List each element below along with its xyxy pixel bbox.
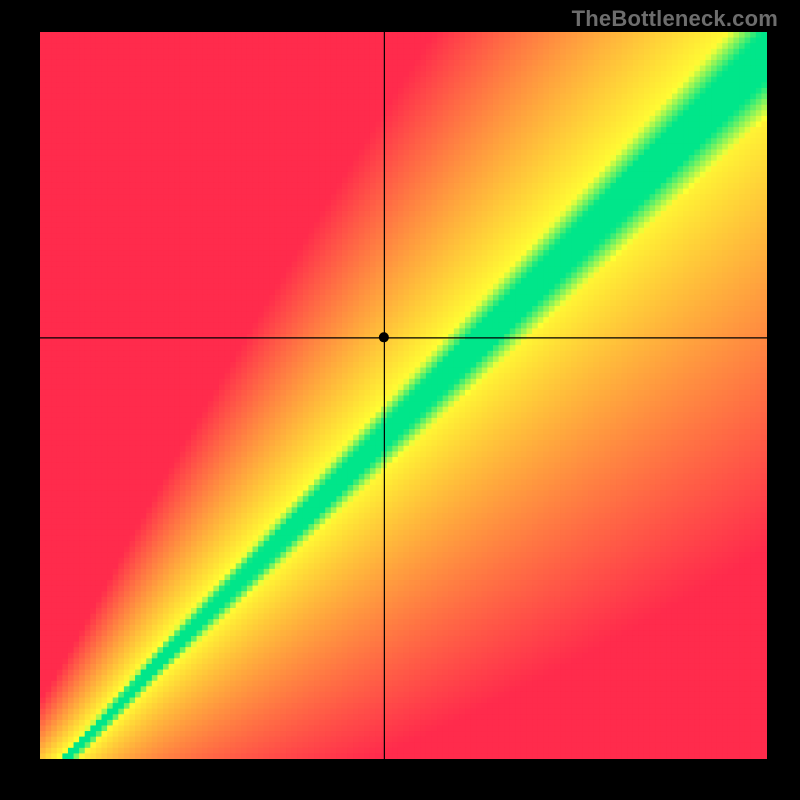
- chart-container: TheBottleneck.com: [0, 0, 800, 800]
- bottleneck-heatmap: [40, 32, 767, 759]
- attribution-label: TheBottleneck.com: [572, 6, 778, 32]
